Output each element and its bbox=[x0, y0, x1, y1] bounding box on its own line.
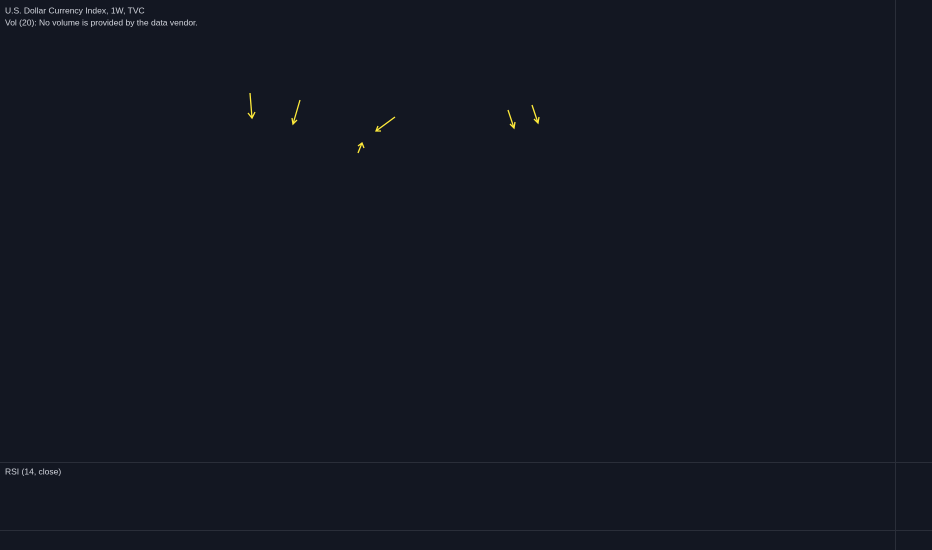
arrow-head bbox=[375, 125, 381, 132]
arrow bbox=[507, 109, 515, 129]
arrow-head bbox=[533, 116, 540, 125]
rsi-title: RSI (14, close) bbox=[5, 466, 61, 476]
chart-subtitle: Vol (20): No volume is provided by the d… bbox=[5, 17, 198, 27]
arrow-head bbox=[291, 117, 298, 126]
arrows bbox=[247, 92, 540, 154]
arrow-head bbox=[247, 111, 256, 120]
arrow-head bbox=[357, 141, 365, 149]
arrow bbox=[292, 99, 301, 125]
arrow bbox=[531, 104, 539, 124]
chart-title: U.S. Dollar Currency Index, 1W, TVC bbox=[5, 5, 145, 15]
arrow bbox=[249, 92, 253, 119]
arrow bbox=[375, 116, 396, 132]
arrow-head bbox=[509, 121, 516, 130]
arrow bbox=[357, 142, 363, 154]
